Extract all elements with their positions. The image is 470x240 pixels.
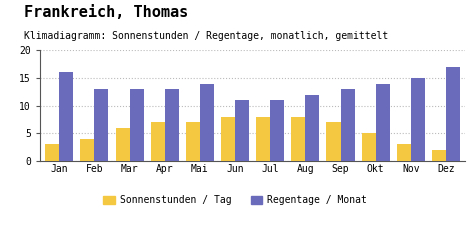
Bar — [94, 89, 109, 161]
Text: Frankreich, Thomas: Frankreich, Thomas — [24, 5, 188, 20]
Bar — [59, 72, 73, 161]
Bar — [411, 78, 425, 161]
Bar — [327, 122, 340, 161]
Legend: Sonnenstunden / Tag, Regentage / Monat: Sonnenstunden / Tag, Regentage / Monat — [99, 192, 371, 209]
Bar — [186, 122, 200, 161]
Bar — [235, 100, 249, 161]
Bar — [200, 84, 214, 161]
Bar — [221, 117, 235, 161]
Bar — [270, 100, 284, 161]
Bar — [340, 89, 354, 161]
Bar — [432, 150, 446, 161]
Bar — [291, 117, 306, 161]
Bar — [306, 95, 320, 161]
Bar — [376, 84, 390, 161]
Bar — [165, 89, 179, 161]
Bar — [130, 89, 144, 161]
Bar — [45, 144, 59, 161]
Bar — [116, 128, 130, 161]
Text: Klimadiagramm: Sonnenstunden / Regentage, monatlich, gemittelt: Klimadiagramm: Sonnenstunden / Regentage… — [24, 31, 388, 41]
Bar — [80, 139, 94, 161]
Bar — [361, 133, 376, 161]
Bar — [446, 67, 460, 161]
Bar — [397, 144, 411, 161]
Bar — [151, 122, 165, 161]
Text: Copyright (C) 2010 sonnenlaender.de: Copyright (C) 2010 sonnenlaender.de — [132, 223, 338, 233]
Bar — [256, 117, 270, 161]
